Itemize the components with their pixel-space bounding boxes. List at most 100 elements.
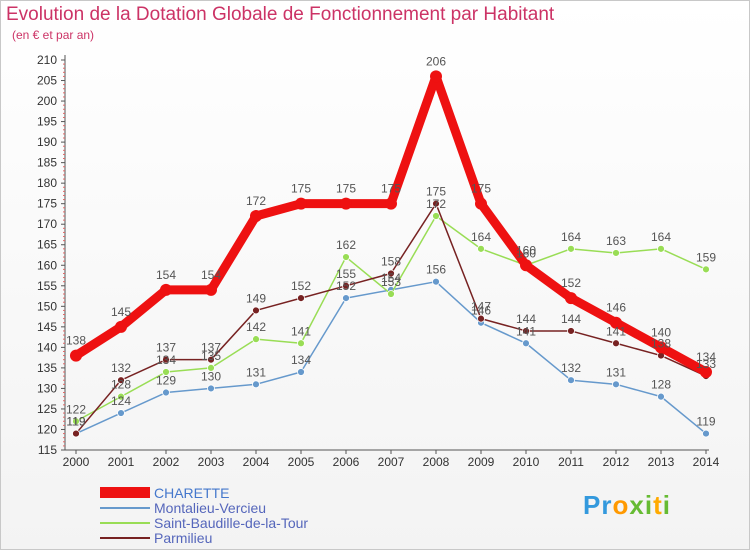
- point-charette: [115, 320, 127, 333]
- x-tick-label: 2012: [603, 455, 630, 469]
- point-charette: [160, 283, 172, 296]
- data-label-montalieu-vercieu: 156: [426, 263, 446, 277]
- data-label-saint-baudille-de-la-tour: 159: [696, 250, 716, 264]
- point-parmilieu: [117, 376, 125, 385]
- y-tick-label: 115: [38, 443, 57, 457]
- y-tick-label: 145: [37, 320, 57, 334]
- x-tick-label: 2009: [468, 455, 495, 469]
- point-charette: [250, 210, 262, 222]
- point-montalieu-vercieu: [567, 376, 575, 385]
- data-label-charette: 175: [471, 182, 491, 196]
- logo-letter: i: [644, 490, 654, 520]
- point-saint-baudille-de-la-tour: [702, 265, 710, 274]
- data-label-saint-baudille-de-la-tour: 164: [561, 230, 581, 244]
- data-label-parmilieu: 144: [561, 312, 581, 326]
- point-parmilieu: [72, 429, 80, 438]
- y-tick-label: 140: [37, 340, 57, 354]
- y-tick-label: 120: [37, 422, 57, 436]
- data-label-montalieu-vercieu: 132: [561, 361, 581, 375]
- point-parmilieu: [162, 355, 170, 364]
- point-charette: [340, 197, 352, 210]
- x-tick-label: 2006: [333, 455, 360, 469]
- data-label-montalieu-vercieu: 119: [696, 415, 715, 429]
- data-label-parmilieu: 132: [111, 361, 131, 375]
- x-tick-label: 2001: [108, 455, 135, 469]
- data-label-saint-baudille-de-la-tour: 172: [426, 197, 446, 211]
- x-tick-label: 2014: [693, 455, 720, 469]
- point-saint-baudille-de-la-tour: [117, 392, 125, 401]
- chart-subtitle: (en € et par an): [12, 28, 95, 42]
- data-label-parmilieu: 133: [696, 357, 716, 371]
- data-label-charette: 134: [696, 350, 716, 364]
- y-tick-label: 135: [37, 361, 57, 375]
- point-charette: [385, 197, 397, 210]
- data-label-parmilieu: 137: [201, 341, 221, 355]
- y-tick-label: 190: [37, 135, 57, 149]
- data-label-saint-baudille-de-la-tour: 134: [156, 353, 176, 367]
- data-label-parmilieu: 137: [156, 341, 176, 355]
- point-parmilieu: [612, 339, 620, 348]
- point-montalieu-vercieu: [432, 277, 440, 286]
- chart-title: Evolution de la Dotation Globale de Fonc…: [6, 4, 555, 25]
- data-label-montalieu-vercieu: 146: [471, 304, 491, 318]
- point-parmilieu: [477, 314, 485, 323]
- data-label-charette: 154: [156, 268, 176, 282]
- legend-swatch-charette: [100, 487, 150, 498]
- point-montalieu-vercieu: [252, 380, 260, 389]
- data-label-saint-baudille-de-la-tour: 153: [381, 275, 401, 289]
- data-label-parmilieu: 155: [336, 267, 356, 281]
- y-tick-label: 210: [37, 53, 57, 67]
- point-saint-baudille-de-la-tour: [612, 249, 620, 257]
- data-label-parmilieu: 119: [66, 415, 85, 429]
- data-label-saint-baudille-de-la-tour: 163: [606, 234, 626, 248]
- point-saint-baudille-de-la-tour: [657, 244, 665, 253]
- data-label-parmilieu: 138: [651, 337, 671, 351]
- data-label-saint-baudille-de-la-tour: 164: [651, 230, 671, 244]
- logo-letter: i: [662, 490, 671, 520]
- data-label-charette: 138: [66, 334, 86, 348]
- point-charette: [565, 292, 577, 305]
- x-tick-label: 2013: [648, 455, 675, 469]
- point-saint-baudille-de-la-tour: [297, 339, 305, 348]
- point-parmilieu: [297, 294, 305, 303]
- point-montalieu-vercieu: [207, 384, 215, 393]
- data-label-parmilieu: 144: [516, 312, 536, 326]
- logo-letter: o: [612, 490, 630, 520]
- y-tick-label: 175: [37, 197, 57, 211]
- data-label-saint-baudille-de-la-tour: 141: [291, 324, 311, 338]
- data-label-montalieu-vercieu: 134: [291, 353, 311, 367]
- data-label-parmilieu: 147: [471, 300, 491, 314]
- data-label-saint-baudille-de-la-tour: 122: [66, 402, 86, 416]
- point-montalieu-vercieu: [162, 388, 170, 397]
- point-charette: [430, 70, 442, 83]
- point-saint-baudille-de-la-tour: [432, 212, 440, 220]
- data-label-saint-baudille-de-la-tour: 128: [111, 378, 131, 392]
- data-label-charette: 154: [201, 268, 221, 282]
- y-tick-label: 125: [37, 402, 57, 416]
- data-label-montalieu-vercieu: 128: [651, 378, 671, 392]
- data-label-parmilieu: 158: [381, 254, 401, 268]
- data-label-parmilieu: 141: [606, 324, 626, 338]
- point-charette: [610, 316, 622, 329]
- point-montalieu-vercieu: [297, 368, 305, 376]
- y-tick-label: 185: [37, 156, 57, 170]
- point-parmilieu: [252, 306, 260, 315]
- legend-label-montalieu-vercieu: Montalieu-Vercieu: [154, 500, 266, 516]
- data-label-charette: 145: [111, 305, 131, 319]
- point-charette: [700, 366, 712, 378]
- point-parmilieu: [387, 269, 395, 278]
- data-label-charette: 172: [246, 194, 266, 208]
- data-label-montalieu-vercieu: 131: [246, 365, 266, 379]
- point-charette: [475, 197, 487, 210]
- data-label-charette: 206: [426, 54, 446, 68]
- point-montalieu-vercieu: [117, 409, 125, 417]
- data-label-saint-baudille-de-la-tour: 135: [201, 349, 221, 363]
- data-label-charette: 175: [291, 182, 311, 196]
- point-saint-baudille-de-la-tour: [162, 368, 170, 376]
- data-label-montalieu-vercieu: 141: [516, 324, 536, 338]
- y-tick-label: 150: [37, 299, 57, 313]
- point-charette: [70, 349, 82, 362]
- point-charette: [295, 197, 307, 210]
- data-label-charette: 152: [561, 276, 581, 290]
- point-montalieu-vercieu: [657, 392, 665, 401]
